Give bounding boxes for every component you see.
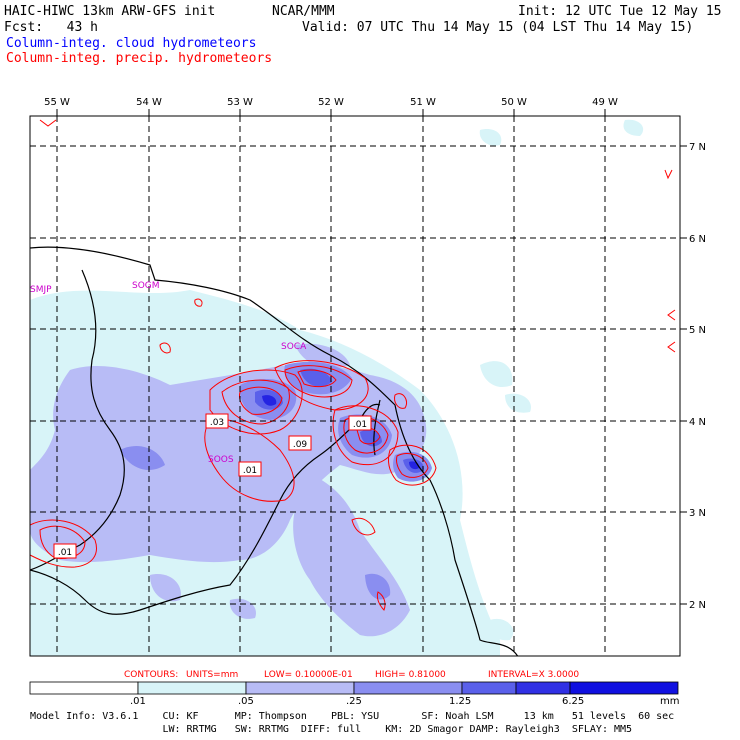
station-label: SOCA	[281, 342, 307, 352]
legend-precip: Column-integ. precip. hydrometeors	[6, 51, 273, 66]
lon-label: 50 W	[501, 97, 527, 108]
contours-low: LOW= 0.10000E-01	[264, 670, 353, 680]
lat-label: 2 N	[689, 600, 706, 611]
org-label: NCAR/MMM	[272, 4, 335, 19]
contour-label: .03	[210, 418, 224, 428]
colorbar-tick: 6.25	[562, 696, 585, 707]
colorbar-swatch	[569, 681, 679, 695]
lat-label: 6 N	[689, 234, 706, 245]
colorbar-tick: .25	[346, 696, 362, 707]
lat-label: 5 N	[689, 325, 706, 336]
lon-label: 49 W	[592, 97, 618, 108]
colorbar-swatch	[461, 681, 517, 695]
colorbar	[29, 681, 679, 695]
valid-time: Valid: 07 UTC Thu 14 May 15 (04 LST Thu …	[302, 20, 694, 35]
model-info-line2: LW: RRTMG SW: RRTMG DIFF: full KM: 2D Sm…	[30, 724, 633, 735]
model-title: HAIC-HIWC 13km ARW-GFS init	[4, 4, 216, 19]
colorbar-tick: .01	[130, 696, 146, 707]
contours-units: UNITS=mm	[186, 670, 238, 680]
contour-label: .01	[58, 548, 72, 558]
lon-label: 51 W	[410, 97, 436, 108]
station-label: SMJP	[30, 285, 52, 295]
colorbar-units: mm	[660, 696, 680, 707]
colorbar-swatch	[29, 681, 139, 695]
station-label: SOGM	[132, 281, 160, 291]
colorbar-swatch	[353, 681, 463, 695]
lat-label: 7 N	[689, 142, 706, 153]
contour-label: .01	[243, 466, 257, 476]
colorbar-swatch	[515, 681, 571, 695]
shaded-field	[30, 116, 680, 656]
contour-label: .01	[353, 420, 367, 430]
contour-label: .09	[293, 440, 308, 450]
lon-label: 52 W	[318, 97, 344, 108]
contours-label: CONTOURS:	[124, 670, 178, 680]
contours-interval: INTERVAL=X 3.0000	[488, 670, 579, 680]
model-info-line1: Model Info: V3.6.1 CU: KF MP: Thompson P…	[30, 711, 675, 722]
station-label: SOOS	[208, 455, 234, 465]
colorbar-swatch	[137, 681, 247, 695]
contours-high: HIGH= 0.81000	[375, 670, 446, 680]
colorbar-tick: .05	[238, 696, 254, 707]
colorbar-tick: 1.25	[449, 696, 472, 707]
forecast-hour: Fcst: 43 h	[4, 20, 98, 35]
lat-label: 4 N	[689, 417, 706, 428]
legend-cloud: Column-integ. cloud hydrometeors	[6, 36, 257, 51]
lon-label: 55 W	[44, 97, 70, 108]
lon-label: 53 W	[227, 97, 253, 108]
lat-label: 3 N	[689, 508, 706, 519]
lon-label: 54 W	[136, 97, 162, 108]
colorbar-swatch	[245, 681, 355, 695]
init-time: Init: 12 UTC Tue 12 May 15	[518, 4, 722, 19]
